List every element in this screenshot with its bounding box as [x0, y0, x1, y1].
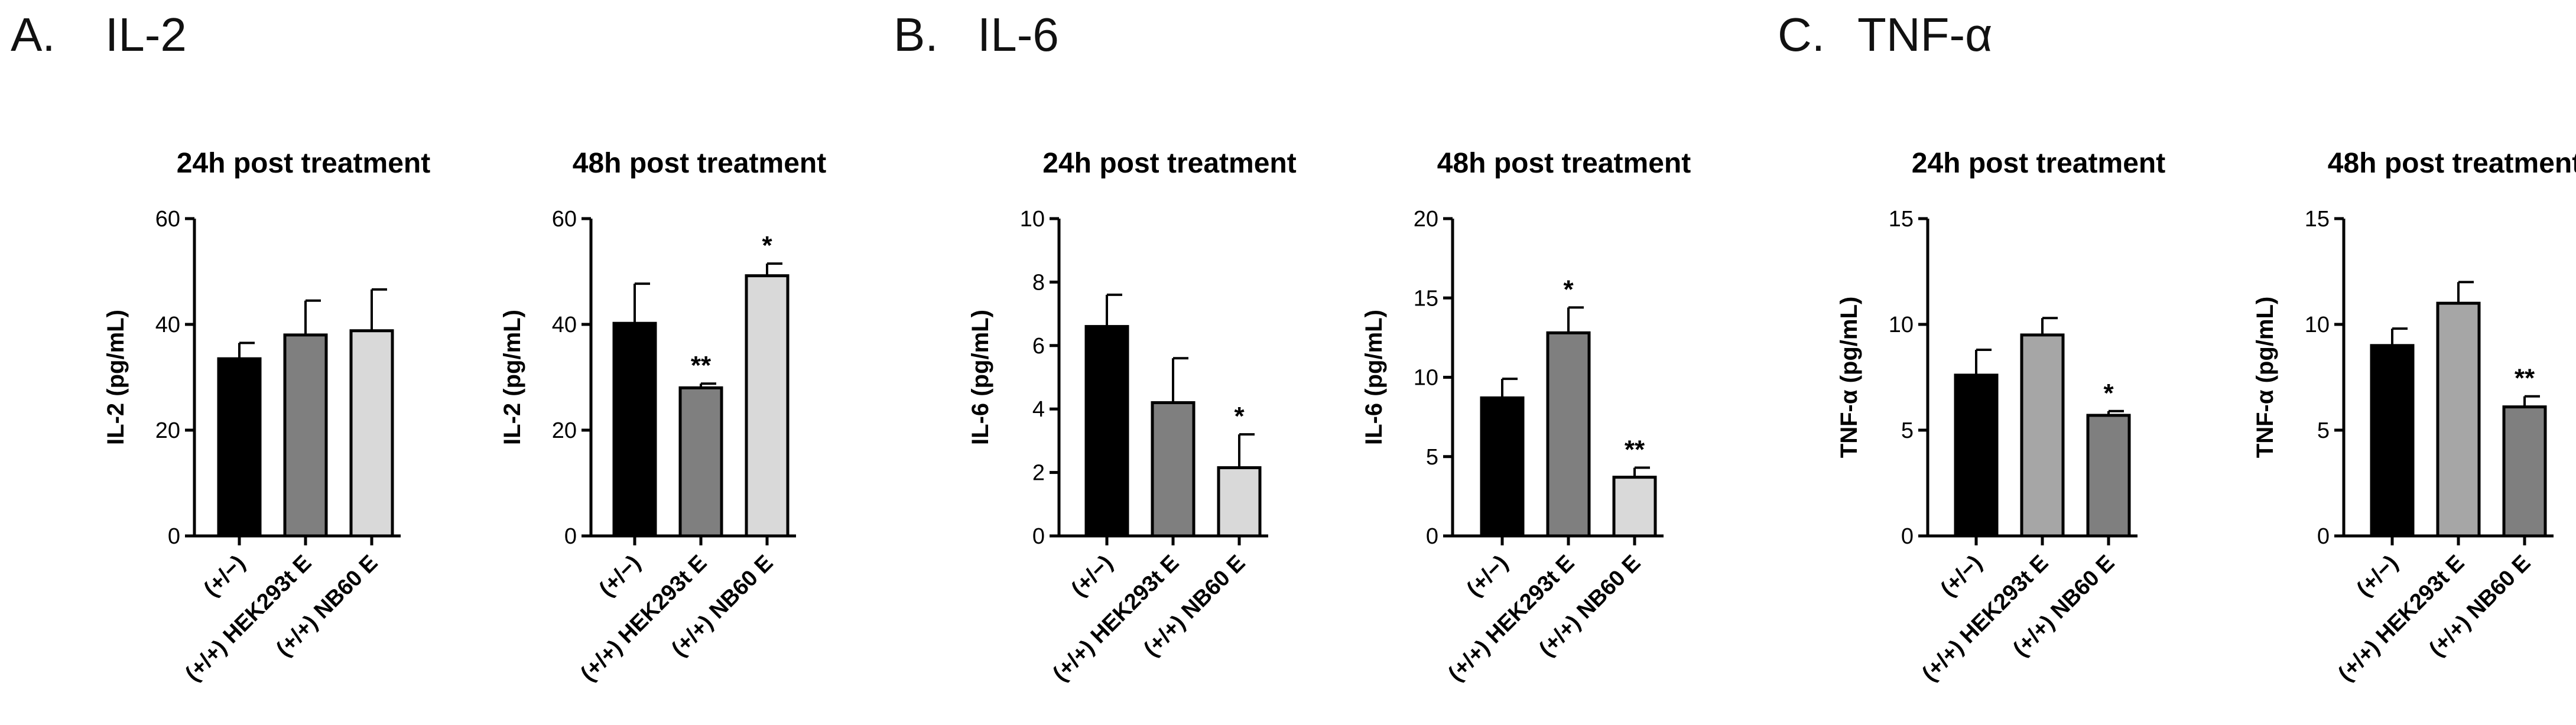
- x-tick-label: (+/+) HEK293t E: [1918, 551, 2054, 687]
- panel-a-letter: A.: [11, 8, 56, 61]
- x-tick-label: (+/−): [2352, 551, 2403, 602]
- y-tick-label: 10: [2305, 313, 2330, 337]
- bar: [1151, 401, 1196, 538]
- significance-marker: *: [762, 231, 772, 260]
- bar: [1217, 466, 1262, 538]
- y-tick-label: 10: [1414, 366, 1438, 391]
- x-tick-label: (+/+) HEK293t E: [576, 551, 712, 687]
- y-axis-label: TNF-α (pg/mL): [1836, 297, 1862, 458]
- chart-title: 24h post treatment: [177, 148, 430, 179]
- x-tick-label: (+/+) HEK293t E: [1048, 551, 1184, 687]
- panel-a-title: IL-2: [105, 8, 187, 61]
- significance-marker: *: [2103, 379, 2114, 408]
- y-tick-label: 5: [1426, 445, 1438, 470]
- panel-c-letter: C.: [1778, 8, 1825, 61]
- y-tick-label: 0: [168, 524, 180, 549]
- significance-marker: **: [691, 351, 712, 380]
- significance-marker: **: [2515, 364, 2535, 393]
- y-axis-label: IL-2 (pg/mL): [499, 310, 525, 445]
- bar: [678, 386, 723, 538]
- bar: [2502, 405, 2547, 538]
- chart-title: 48h post treatment: [2328, 148, 2576, 179]
- y-tick-label: 0: [1032, 524, 1045, 549]
- panel-b-header: B. IL-6: [894, 8, 1059, 61]
- x-tick-label: (+/+) HEK293t E: [2334, 551, 2470, 687]
- y-tick-label: 0: [2317, 524, 2330, 549]
- bar: [2020, 333, 2065, 538]
- y-tick-label: 6: [1032, 334, 1045, 359]
- y-tick-label: 60: [552, 207, 577, 232]
- bar: [283, 333, 328, 538]
- panel-c-header: C. TNF-α: [1778, 8, 1992, 61]
- x-tick-label: (+/+) HEK293t E: [181, 551, 317, 687]
- y-tick-label: 15: [1414, 286, 1438, 311]
- y-tick-label: 15: [2305, 207, 2330, 232]
- significance-marker: **: [1625, 435, 1645, 464]
- chart-tnfa-24h: 24h post treatment TNF-α (pg/mL) 0 5 10 15 (+/…: [1836, 148, 2165, 686]
- x-tick-label: (+/+) HEK293t E: [1444, 551, 1580, 687]
- chart-title: 24h post treatment: [1912, 148, 2165, 179]
- significance-marker: *: [1234, 402, 1245, 431]
- bar: [217, 357, 262, 538]
- chart-title: 48h post treatment: [573, 148, 826, 179]
- y-tick-label: 15: [1889, 207, 1914, 232]
- bar: [612, 321, 657, 538]
- chart-il6-24h: 24h post treatment IL-6 (pg/mL) 0 2 4 6 8 10 (+/…: [967, 148, 1297, 686]
- y-axis-label: TNF-α (pg/mL): [2252, 297, 2278, 458]
- panel-b-letter: B.: [894, 8, 938, 61]
- y-tick-label: 8: [1032, 270, 1045, 295]
- x-tick-label: (+/−): [1462, 551, 1513, 602]
- chart-tnfa-48h: 48h post treatment TNF-α (pg/mL) 0 5 10 15 (+/…: [2252, 148, 2576, 686]
- chart-il6-48h: 48h post treatment IL-6 (pg/mL) 0 5 10 15 20 (+…: [1361, 148, 1691, 686]
- x-tick-label: (+/−): [595, 551, 645, 602]
- y-tick-label: 4: [1032, 397, 1045, 422]
- x-tick-label: (+/−): [1067, 551, 1118, 602]
- chart-title: 24h post treatment: [1042, 148, 1296, 179]
- y-tick-label: 5: [1901, 418, 1914, 443]
- bar: [2086, 414, 2131, 538]
- bar: [1480, 396, 1525, 538]
- y-axis-label: IL-2 (pg/mL): [103, 310, 129, 445]
- y-tick-label: 0: [1426, 524, 1438, 549]
- y-tick-label: 20: [155, 418, 180, 443]
- y-tick-label: 60: [155, 207, 180, 232]
- bar: [1954, 373, 1999, 538]
- y-tick-label: 10: [1020, 207, 1045, 232]
- y-tick-label: 2: [1032, 461, 1045, 486]
- bar: [745, 274, 790, 538]
- chart-il2-24h: 24h post treatment IL-2 (pg/mL) 0 20 40 60 (+/…: [103, 148, 430, 686]
- y-axis-label: IL-6 (pg/mL): [967, 310, 993, 445]
- y-tick-label: 10: [1889, 313, 1914, 337]
- y-tick-label: 40: [552, 313, 577, 337]
- chart-il2-48h: 48h post treatment IL-2 (pg/mL) 0 20 40 60 (+/…: [499, 148, 826, 686]
- bar: [1084, 325, 1129, 538]
- panel-a-header: A. IL-2: [11, 8, 187, 61]
- y-axis-label: IL-6 (pg/mL): [1361, 310, 1387, 445]
- panel-c-title: TNF-α: [1857, 8, 1992, 61]
- y-tick-label: 20: [1414, 207, 1438, 232]
- y-tick-label: 5: [2317, 418, 2330, 443]
- chart-title: 48h post treatment: [1437, 148, 1691, 179]
- bar: [2436, 301, 2481, 538]
- panel-b-title: IL-6: [977, 8, 1059, 61]
- bar: [2370, 344, 2415, 538]
- y-tick-label: 40: [155, 313, 180, 337]
- y-tick-label: 0: [1901, 524, 1914, 549]
- x-tick-label: (+/−): [1936, 551, 1987, 602]
- significance-marker: *: [1563, 275, 1574, 304]
- bar: [1612, 476, 1657, 538]
- x-tick-label: (+/−): [199, 551, 250, 602]
- y-tick-label: 0: [564, 524, 577, 549]
- bar: [349, 329, 394, 538]
- y-tick-label: 20: [552, 418, 577, 443]
- bar: [1546, 331, 1591, 538]
